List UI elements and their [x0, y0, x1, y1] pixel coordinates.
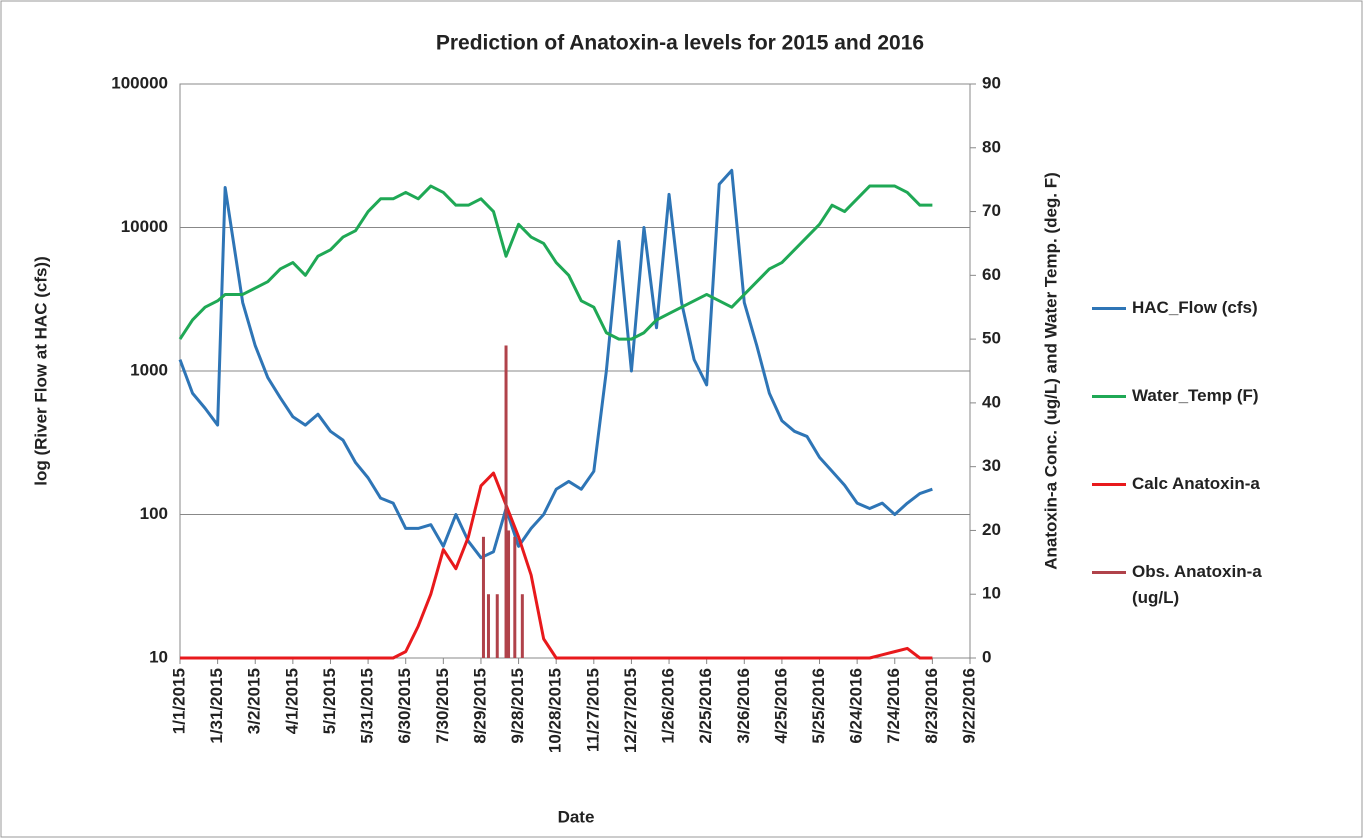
legend-swatch: [1092, 571, 1126, 574]
y-axis-title: log (River Flow at HAC (cfs)): [31, 256, 50, 486]
obs-bar: [504, 345, 508, 658]
legend-label: HAC_Flow (cfs): [1132, 298, 1258, 317]
x-tick-label: 7/30/2015: [433, 668, 452, 744]
obs-bar: [513, 536, 517, 658]
y2-tick-label: 0: [982, 647, 991, 666]
legend-entry: HAC_Flow (cfs): [1092, 295, 1282, 321]
y2-tick-label: 20: [982, 520, 1001, 539]
legend-swatch: [1092, 483, 1126, 486]
y-tick-label: 100000: [111, 73, 168, 92]
y2-tick-label: 60: [982, 265, 1001, 284]
y2-tick-label: 50: [982, 329, 1001, 348]
x-tick-label: 6/24/2016: [847, 668, 866, 744]
legend-entry: Calc Anatoxin-a: [1092, 471, 1282, 497]
x-tick-label: 3/26/2016: [734, 668, 753, 744]
x-tick-label: 11/27/2015: [583, 668, 602, 752]
y2-tick-label: 80: [982, 137, 1001, 156]
x-tick-label: 6/30/2015: [395, 668, 414, 744]
y-tick-label: 10000: [121, 217, 168, 236]
y2-tick-label: 30: [982, 456, 1001, 475]
x-tick-label: 5/1/2015: [320, 668, 339, 734]
x-tick-label: 4/25/2016: [771, 668, 790, 744]
y-tick-label: 10: [149, 647, 168, 666]
legend-label: Calc Anatoxin-a: [1132, 474, 1260, 493]
y2-tick-label: 40: [982, 392, 1001, 411]
legend-entry: Water_Temp (F): [1092, 383, 1282, 409]
x-tick-label: 2/25/2016: [696, 668, 715, 744]
y2-tick-label: 70: [982, 201, 1001, 220]
legend-swatch: [1092, 307, 1126, 310]
legend-label: Water_Temp (F): [1132, 386, 1259, 405]
x-tick-label: 1/26/2016: [659, 668, 678, 744]
obs-bar: [520, 594, 524, 658]
series-line: [178, 168, 933, 560]
x-tick-label: 8/23/2016: [922, 668, 941, 744]
legend-swatch: [1092, 395, 1126, 398]
x-tick-label: 1/31/2015: [207, 668, 226, 744]
obs-bar: [481, 536, 485, 658]
x-tick-label: 9/22/2016: [959, 668, 978, 744]
y2-tick-label: 10: [982, 584, 1001, 603]
series-line: [178, 184, 933, 341]
y-tick-label: 100: [140, 504, 168, 523]
x-tick-label: 1/1/2015: [169, 668, 188, 734]
x-tick-label: 5/31/2015: [358, 668, 377, 744]
x-tick-label: 12/27/2015: [621, 668, 640, 753]
obs-bar: [507, 530, 511, 658]
y2-tick-label: 90: [982, 73, 1001, 92]
obs-bar: [486, 594, 490, 658]
x-tick-label: 3/2/2015: [245, 668, 264, 734]
x-tick-label: 5/25/2016: [809, 668, 828, 744]
series-line: [180, 471, 933, 660]
x-tick-label: 4/1/2015: [282, 668, 301, 734]
y-tick-label: 1000: [130, 360, 168, 379]
obs-bar: [495, 594, 499, 658]
x-tick-label: 7/24/2016: [884, 668, 903, 744]
x-tick-label: 8/29/2015: [470, 668, 489, 744]
chart-title: Prediction of Anatoxin-a levels for 2015…: [436, 32, 924, 55]
y2-axis-title: Anatoxin-a Conc. (ug/L) and Water Temp. …: [1041, 172, 1060, 570]
legend-entry: Obs. Anatoxin-a (ug/L): [1092, 559, 1282, 611]
legend-label: Obs. Anatoxin-a (ug/L): [1132, 562, 1262, 607]
x-tick-label: 10/28/2015: [546, 668, 565, 753]
x-tick-label: 9/28/2015: [508, 668, 527, 744]
x-axis-title: Date: [558, 807, 595, 826]
